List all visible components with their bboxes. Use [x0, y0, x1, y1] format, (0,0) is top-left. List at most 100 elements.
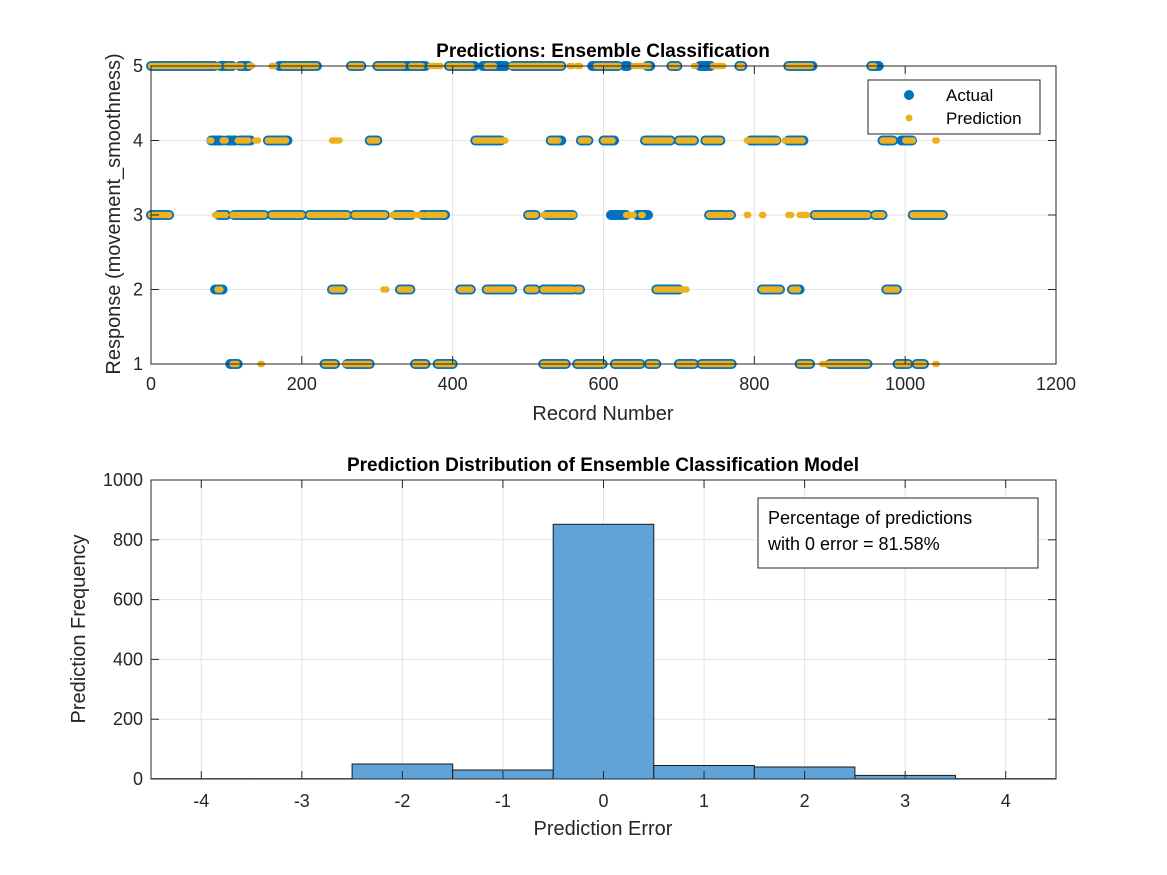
scatter-point-prediction [803, 211, 811, 219]
scatter-point-prediction [773, 137, 781, 144]
scatter-x-tick-label: 600 [588, 374, 618, 394]
scatter-point-prediction [245, 137, 252, 144]
scatter-x-tick-label: 800 [739, 374, 769, 394]
histogram-x-tick-label: -4 [193, 791, 209, 811]
scatter-point-prediction [717, 137, 724, 144]
scatter-point-prediction [667, 137, 674, 144]
scatter-point-prediction [745, 211, 752, 219]
histogram-x-tick-label: 1 [699, 791, 709, 811]
scatter-point-prediction [630, 211, 637, 219]
scatter-point-prediction [776, 286, 784, 293]
histogram-bar [552, 523, 655, 780]
scatter-point-prediction [570, 211, 577, 219]
histogram-y-tick-label: 600 [113, 590, 143, 610]
scatter-point-prediction [222, 211, 229, 219]
scatter-point-prediction [864, 211, 871, 219]
scatter-y-tick-label: 1 [133, 354, 143, 374]
scatter-x-tick-label: 0 [146, 374, 156, 394]
scatter-point-prediction [374, 137, 381, 144]
scatter-point-prediction [532, 211, 539, 219]
histogram-annotation: Percentage of predictions with 0 error =… [757, 497, 1039, 569]
scatter-title: Predictions: Ensemble Classification [436, 41, 770, 62]
scatter-x-tick-label: 1200 [1036, 374, 1076, 394]
scatter-point-prediction [381, 211, 388, 219]
scatter-point-prediction [260, 211, 268, 219]
annotation-line-1: Percentage of predictions [768, 508, 972, 528]
histogram-x-tick-label: 3 [900, 791, 910, 811]
scatter-legend: Actual Prediction [867, 79, 1041, 135]
histogram-y-axis-label: Prediction Frequency [68, 535, 90, 724]
histogram-x-tick-label: 0 [598, 791, 608, 811]
legend-label-actual: Actual [946, 86, 993, 105]
histogram-y-tick-label: 200 [113, 709, 143, 729]
scatter-plot: 0 200 400 600 800 1000 1200 1 2 3 4 5 Predictions: … [103, 41, 1076, 425]
scatter-point-prediction [690, 137, 698, 144]
legend-marker-actual [904, 90, 914, 100]
scatter-x-tick-label: 1000 [885, 374, 925, 394]
scatter-point-prediction [794, 286, 802, 293]
scatter-point-prediction [502, 137, 509, 144]
histogram-x-tick-label: -3 [294, 791, 310, 811]
scatter-y-tick-label: 2 [133, 280, 143, 300]
scatter-point-prediction [879, 211, 886, 219]
scatter-point-prediction [407, 286, 414, 293]
scatter-point-actual [643, 210, 653, 220]
histogram-x-tick-label: 2 [800, 791, 810, 811]
histogram-x-tick-label: -2 [394, 791, 410, 811]
histogram-x-tick-label: 4 [1001, 791, 1011, 811]
histogram-bars [150, 523, 1057, 780]
scatter-point-prediction [555, 137, 562, 144]
scatter-x-tick-label: 200 [287, 374, 317, 394]
scatter-y-tick-label: 3 [133, 205, 143, 225]
histogram-y-tick-label: 1000 [103, 470, 143, 490]
histogram-y-tick-label: 0 [133, 769, 143, 789]
scatter-point-prediction [441, 211, 448, 219]
legend-marker-prediction [905, 114, 913, 122]
scatter-point-prediction [760, 211, 767, 219]
histogram-ticks: -4 -3 -2 -1 0 1 2 3 4 0 200 400 600 800 1000 [103, 470, 1056, 811]
scatter-point-prediction [208, 137, 215, 144]
histogram-y-tick-label: 800 [113, 530, 143, 550]
scatter-x-tick-label: 400 [438, 374, 468, 394]
scatter-point-prediction [609, 137, 616, 144]
scatter-point-prediction [222, 137, 229, 144]
scatter-point-prediction [336, 137, 343, 144]
scatter-point-prediction [727, 211, 735, 219]
scatter-point-prediction [165, 211, 173, 219]
scatter-point-prediction [467, 286, 474, 293]
scatter-point-prediction [339, 286, 346, 293]
scatter-point-prediction [893, 286, 901, 293]
scatter-point-prediction [889, 137, 897, 144]
legend-box [867, 79, 1041, 135]
scatter-point-prediction [576, 286, 584, 293]
scatter-point-prediction [217, 286, 224, 293]
scatter-point-prediction [933, 137, 940, 144]
scatter-point-prediction [585, 137, 592, 144]
scatter-point-prediction [343, 211, 351, 219]
scatter-ticks: 0 200 400 600 800 1000 1200 1 2 3 4 5 [133, 56, 1076, 394]
annotation-box [757, 497, 1039, 569]
histogram-x-axis-label: Prediction Error [534, 818, 673, 840]
scatter-point-prediction [909, 137, 916, 144]
scatter-point-prediction [383, 286, 390, 293]
scatter-point-prediction [282, 137, 290, 144]
histogram-plot: -4 -3 -2 -1 0 1 2 3 4 0 200 400 600 800 1000 Predictio… [68, 455, 1057, 840]
histogram-y-tick-label: 400 [113, 649, 143, 669]
scatter-point-prediction [254, 137, 262, 144]
scatter-point-prediction [639, 211, 646, 219]
legend-label-prediction: Prediction [946, 109, 1022, 128]
histogram-title: Prediction Distribution of Ensemble Clas… [347, 455, 859, 476]
scatter-y-tick-label: 4 [133, 131, 143, 151]
scatter-point-prediction [298, 211, 305, 219]
scatter-point-prediction [939, 211, 947, 219]
scatter-point-prediction [509, 286, 516, 293]
scatter-point-prediction [788, 211, 795, 219]
scatter-y-axis-label: Response (movement_smoothness) [103, 53, 125, 374]
annotation-line-2: with 0 error = 81.58% [767, 534, 940, 554]
scatter-point-prediction [683, 286, 690, 293]
scatter-y-tick-label: 5 [133, 56, 143, 76]
histogram-x-tick-label: -1 [495, 791, 511, 811]
scatter-x-axis-label: Record Number [532, 403, 674, 425]
scatter-point-prediction [799, 137, 806, 144]
